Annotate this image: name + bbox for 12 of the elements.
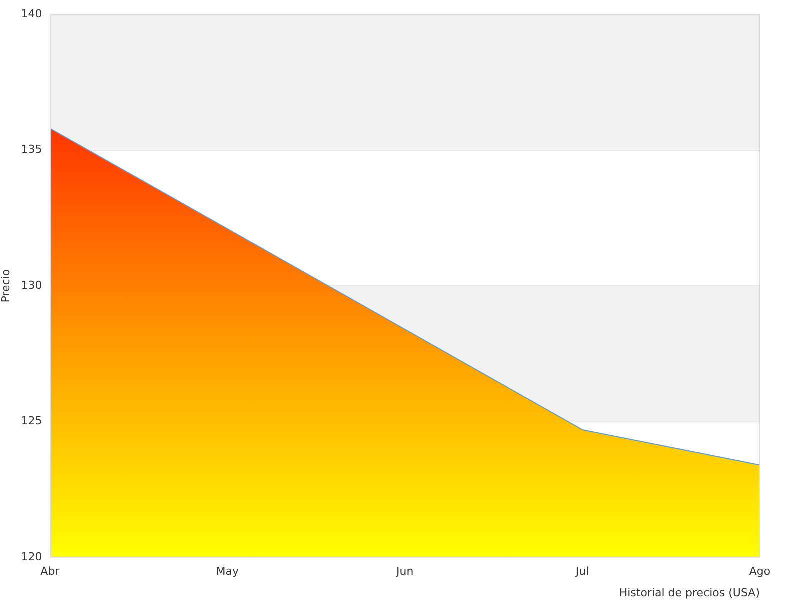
x-tick-label: Ago	[749, 565, 771, 578]
y-tick-label: 125	[21, 414, 42, 428]
y-axis-title: Precio	[0, 269, 12, 303]
x-tick-label: Abr	[40, 565, 60, 578]
x-tick-label: Jul	[574, 565, 590, 578]
x-axis-title: Historial de precios (USA)	[619, 586, 760, 600]
y-tick-label: 135	[21, 143, 42, 156]
x-tick-label: May	[216, 565, 240, 578]
y-tick-label: 120	[21, 550, 42, 564]
x-tick-label: Jun	[396, 565, 414, 578]
y-tick-label: 140	[21, 7, 42, 20]
y-tick-label: 130	[21, 278, 42, 292]
